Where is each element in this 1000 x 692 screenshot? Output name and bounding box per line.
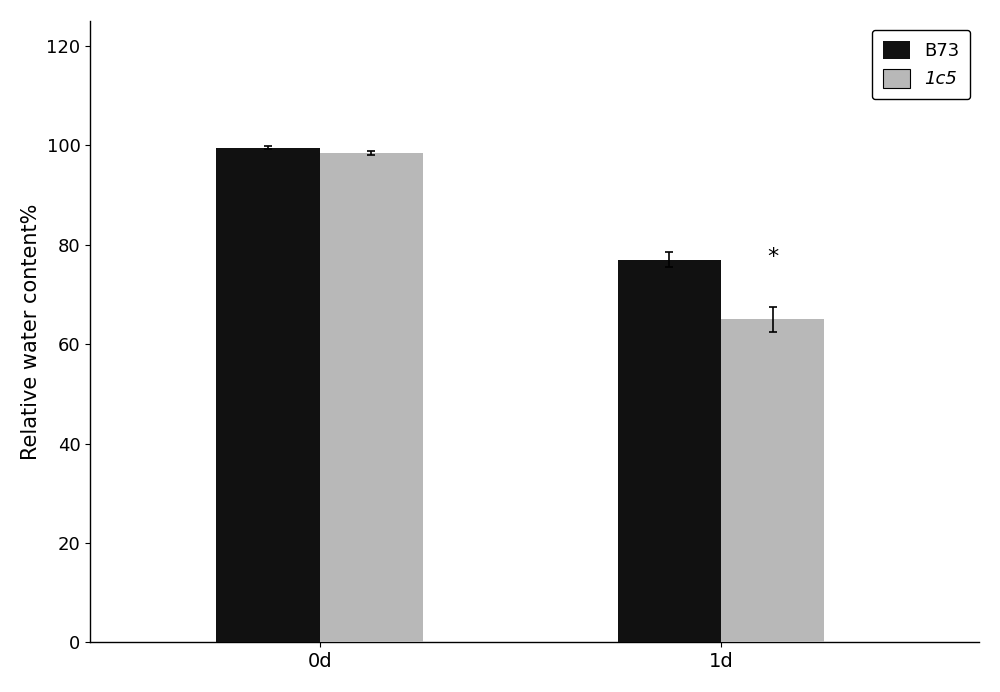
Text: *: * [767, 247, 778, 267]
Bar [618, 260, 721, 642]
Y-axis label: Relative water content%: Relative water content% [21, 203, 41, 459]
Bar [320, 153, 423, 642]
Legend: B73, 1c5: B73, 1c5 [872, 30, 970, 99]
Bar [721, 319, 824, 642]
Bar [216, 147, 320, 642]
